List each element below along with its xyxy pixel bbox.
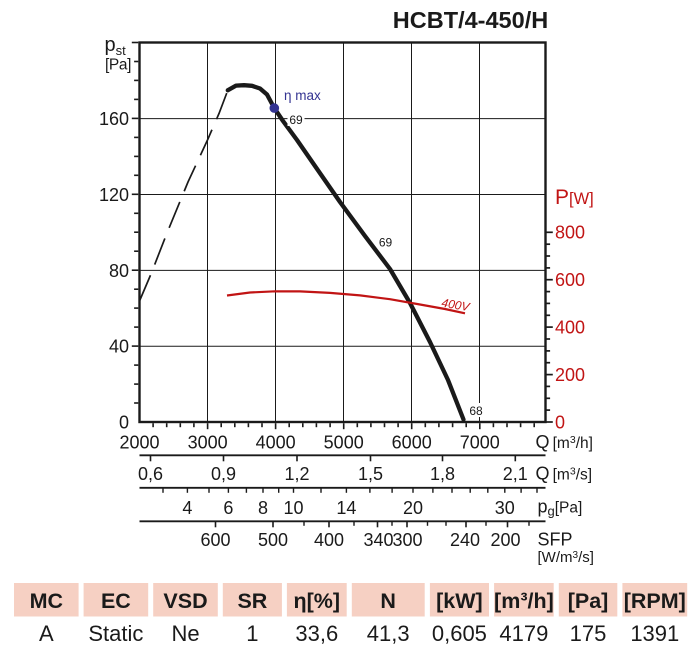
svg-text:[W/m3/s]: [W/m3/s] bbox=[538, 549, 594, 566]
svg-text:P[W]: P[W] bbox=[555, 186, 594, 209]
svg-text:1: 1 bbox=[246, 621, 258, 646]
svg-text:VSD: VSD bbox=[163, 589, 207, 613]
svg-text:400: 400 bbox=[555, 318, 585, 338]
svg-text:pg[Pa]: pg[Pa] bbox=[538, 497, 583, 519]
svg-text:200: 200 bbox=[555, 365, 585, 385]
svg-text:2000: 2000 bbox=[119, 432, 159, 452]
svg-text:η[%]: η[%] bbox=[294, 589, 341, 613]
svg-text:MC: MC bbox=[30, 589, 63, 613]
svg-text:69: 69 bbox=[379, 236, 393, 250]
svg-text:8: 8 bbox=[258, 498, 268, 518]
svg-text:41,3: 41,3 bbox=[367, 621, 410, 646]
svg-text:500: 500 bbox=[258, 530, 288, 550]
svg-text:SFP: SFP bbox=[538, 530, 573, 550]
svg-text:340: 340 bbox=[363, 530, 393, 550]
svg-text:33,6: 33,6 bbox=[295, 621, 338, 646]
svg-text:0,6: 0,6 bbox=[138, 464, 163, 484]
svg-text:Static: Static bbox=[88, 621, 143, 646]
svg-text:400V: 400V bbox=[441, 296, 472, 315]
svg-text:0: 0 bbox=[119, 412, 129, 432]
svg-text:68: 68 bbox=[469, 404, 483, 418]
svg-text:SR: SR bbox=[237, 589, 267, 613]
svg-text:30: 30 bbox=[495, 498, 515, 518]
svg-text:EC: EC bbox=[101, 589, 131, 613]
svg-text:200: 200 bbox=[490, 530, 520, 550]
svg-text:0,9: 0,9 bbox=[211, 464, 236, 484]
svg-text:0,605: 0,605 bbox=[432, 621, 487, 646]
svg-text:6: 6 bbox=[223, 498, 233, 518]
svg-text:6000: 6000 bbox=[392, 432, 432, 452]
svg-text:[Pa]: [Pa] bbox=[105, 56, 131, 73]
svg-text:HCBT/4-450/H: HCBT/4-450/H bbox=[393, 7, 548, 33]
svg-text:5000: 5000 bbox=[324, 432, 364, 452]
svg-text:4179: 4179 bbox=[499, 621, 548, 646]
svg-text:1,2: 1,2 bbox=[284, 464, 309, 484]
svg-text:20: 20 bbox=[403, 498, 423, 518]
svg-text:40: 40 bbox=[109, 337, 129, 357]
svg-text:2,1: 2,1 bbox=[503, 464, 528, 484]
svg-text:600: 600 bbox=[555, 270, 585, 290]
svg-text:0: 0 bbox=[555, 412, 565, 432]
svg-text:160: 160 bbox=[99, 109, 129, 129]
svg-text:Q [m3/s]: Q [m3/s] bbox=[536, 464, 593, 484]
svg-text:400: 400 bbox=[314, 530, 344, 550]
svg-text:A: A bbox=[39, 621, 54, 646]
svg-text:4000: 4000 bbox=[256, 432, 296, 452]
svg-text:7000: 7000 bbox=[460, 432, 500, 452]
svg-text:14: 14 bbox=[336, 498, 356, 518]
svg-text:1,5: 1,5 bbox=[358, 464, 383, 484]
svg-text:10: 10 bbox=[283, 498, 303, 518]
svg-text:η max: η max bbox=[284, 88, 321, 103]
svg-text:N: N bbox=[380, 589, 396, 613]
svg-text:3000: 3000 bbox=[188, 432, 228, 452]
svg-text:175: 175 bbox=[570, 621, 607, 646]
svg-text:120: 120 bbox=[99, 185, 129, 205]
svg-text:1391: 1391 bbox=[630, 621, 679, 646]
svg-text:[m³/h]: [m³/h] bbox=[494, 589, 554, 613]
svg-text:800: 800 bbox=[555, 223, 585, 243]
svg-text:69: 69 bbox=[289, 113, 303, 127]
svg-text:[RPM]: [RPM] bbox=[624, 589, 686, 613]
svg-text:Ne: Ne bbox=[171, 621, 199, 646]
svg-text:[Pa]: [Pa] bbox=[568, 589, 609, 613]
svg-text:80: 80 bbox=[109, 261, 129, 281]
svg-text:240: 240 bbox=[450, 530, 480, 550]
svg-text:[kW]: [kW] bbox=[436, 589, 483, 613]
svg-text:600: 600 bbox=[200, 530, 230, 550]
svg-text:1,8: 1,8 bbox=[430, 464, 455, 484]
svg-text:300: 300 bbox=[392, 530, 422, 550]
svg-text:4: 4 bbox=[182, 498, 192, 518]
svg-text:Q [m3/h]: Q [m3/h] bbox=[536, 432, 593, 452]
